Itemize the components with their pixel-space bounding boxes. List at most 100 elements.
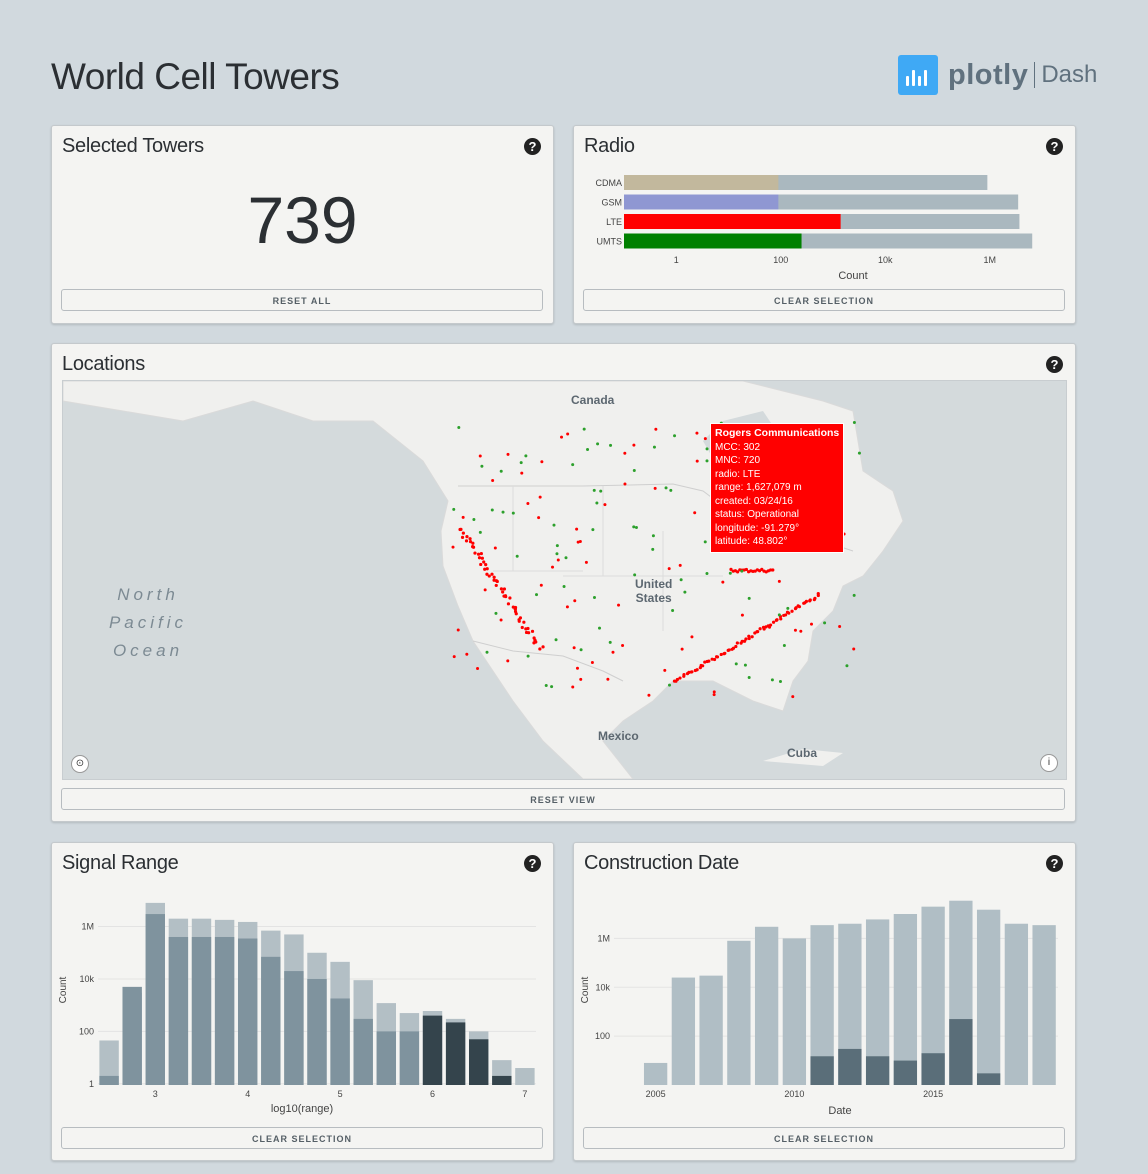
- attribution-info-icon[interactable]: i: [1040, 754, 1058, 772]
- tower-point: [823, 621, 827, 625]
- tower-point: [537, 516, 541, 520]
- tower-point: [550, 685, 554, 689]
- tower-point: [539, 583, 543, 587]
- radio-bar-selected[interactable]: [624, 214, 841, 229]
- bar-selected[interactable]: [168, 936, 189, 1085]
- tower-point: [603, 503, 607, 507]
- bar-all[interactable]: [810, 925, 834, 1085]
- signal-range-clear-selection-button[interactable]: CLEAR SELECTION: [61, 1127, 543, 1149]
- bar-selected[interactable]: [122, 986, 142, 1085]
- radio-bar-selected[interactable]: [624, 175, 779, 190]
- bar-selected[interactable]: [492, 1075, 512, 1085]
- signal-range-card: Signal Range ? 1 100 10k 1M 3 4 5 6 7 Count log10(…: [51, 842, 554, 1161]
- tower-point: [669, 488, 673, 492]
- help-icon[interactable]: ?: [1046, 138, 1063, 155]
- reset-view-button[interactable]: RESET VIEW: [61, 788, 1065, 810]
- ocean-label: North Pacific Ocean: [108, 585, 188, 660]
- bar-all[interactable]: [893, 914, 918, 1085]
- mapbox-logo-icon[interactable]: ⊙: [71, 755, 89, 773]
- bar-selected[interactable]: [469, 1039, 489, 1085]
- bar-all[interactable]: [754, 926, 779, 1085]
- bar-selected[interactable]: [145, 914, 165, 1085]
- tower-point: [473, 551, 477, 555]
- bar-all[interactable]: [671, 977, 696, 1085]
- help-icon[interactable]: ?: [524, 855, 541, 872]
- bar-all[interactable]: [976, 909, 1001, 1085]
- tower-point: [770, 678, 774, 682]
- tower-point: [502, 587, 507, 591]
- bar-all[interactable]: [865, 919, 890, 1085]
- bar-selected[interactable]: [284, 971, 304, 1085]
- tower-map[interactable]: North Pacific Ocean Canada United States…: [62, 380, 1067, 780]
- tower-point: [464, 539, 469, 543]
- bar-selected[interactable]: [422, 1015, 443, 1085]
- tower-point: [494, 611, 498, 615]
- help-icon[interactable]: ?: [524, 138, 541, 155]
- bar-selected[interactable]: [376, 1031, 397, 1085]
- bar-selected[interactable]: [949, 1019, 973, 1085]
- bar-all[interactable]: [782, 938, 807, 1085]
- signal-range-histogram[interactable]: 1 100 10k 1M 3 4 5 6 7 Count log10(range): [52, 883, 542, 1123]
- bar-selected[interactable]: [976, 1073, 1001, 1085]
- bar-selected[interactable]: [810, 1056, 834, 1085]
- bar-selected[interactable]: [214, 936, 235, 1085]
- bar-selected[interactable]: [307, 978, 327, 1085]
- logo-product: Dash: [1041, 61, 1098, 88]
- tower-point: [515, 554, 519, 558]
- bar-selected[interactable]: [353, 1018, 373, 1085]
- tooltip-line: status: Operational: [715, 509, 799, 520]
- tooltip-line: created: 03/24/16: [715, 495, 793, 507]
- bar-selected[interactable]: [99, 1075, 119, 1085]
- tower-point: [719, 652, 723, 657]
- reset-all-button[interactable]: RESET ALL: [61, 289, 543, 311]
- tower-point: [786, 606, 790, 610]
- bar-selected[interactable]: [399, 1031, 420, 1085]
- bar-all[interactable]: [99, 1040, 119, 1085]
- bar-all[interactable]: [838, 923, 862, 1085]
- help-icon[interactable]: ?: [1046, 855, 1063, 872]
- tower-point: [519, 461, 523, 465]
- tower-point: [682, 673, 686, 677]
- tower-point: [487, 574, 491, 578]
- bar-all[interactable]: [699, 975, 723, 1085]
- radio-bar-chart[interactable]: CDMA GSM LTE UMTS 1 100 10k 1M Count: [582, 170, 1062, 280]
- bar-all[interactable]: [727, 940, 751, 1085]
- bar-selected[interactable]: [330, 998, 350, 1085]
- tower-point: [606, 677, 610, 681]
- label-cuba: Cuba: [787, 746, 817, 760]
- tower-point: [490, 572, 494, 576]
- bar-all[interactable]: [643, 1062, 668, 1085]
- tower-point: [673, 434, 677, 438]
- bar-selected[interactable]: [865, 1056, 890, 1085]
- bar-selected[interactable]: [261, 956, 281, 1085]
- radio-bar-selected[interactable]: [624, 233, 802, 249]
- tower-point: [452, 507, 456, 511]
- bar-selected[interactable]: [921, 1053, 945, 1085]
- tower-point: [667, 567, 671, 571]
- tower-point: [599, 489, 603, 493]
- construction-date-clear-selection-button[interactable]: CLEAR SELECTION: [583, 1127, 1065, 1149]
- tower-point: [560, 435, 564, 439]
- tower-point: [690, 670, 694, 674]
- tower-points[interactable]: [63, 381, 1066, 779]
- bar-selected[interactable]: [237, 938, 258, 1085]
- construction-date-histogram[interactable]: 100 10k 1M 2005 2010 2015 Count Date: [574, 883, 1064, 1123]
- radio-bar-selected[interactable]: [624, 194, 779, 210]
- tower-point: [471, 541, 475, 545]
- radio-clear-selection-button[interactable]: CLEAR SELECTION: [583, 289, 1065, 311]
- bar-selected[interactable]: [838, 1048, 862, 1085]
- bar-selected[interactable]: [893, 1060, 918, 1085]
- bar-selected[interactable]: [445, 1022, 466, 1085]
- bar-selected[interactable]: [191, 936, 212, 1085]
- tower-point: [596, 442, 600, 446]
- bar-all[interactable]: [1032, 925, 1056, 1085]
- tower-point: [791, 695, 795, 699]
- bar-all[interactable]: [1004, 923, 1029, 1085]
- help-icon[interactable]: ?: [1046, 356, 1063, 373]
- tower-point: [552, 523, 556, 527]
- tower-point: [501, 590, 505, 594]
- tower-point: [632, 468, 636, 472]
- bar-all[interactable]: [515, 1068, 535, 1085]
- tower-point: [783, 613, 788, 617]
- bar-all[interactable]: [921, 906, 945, 1085]
